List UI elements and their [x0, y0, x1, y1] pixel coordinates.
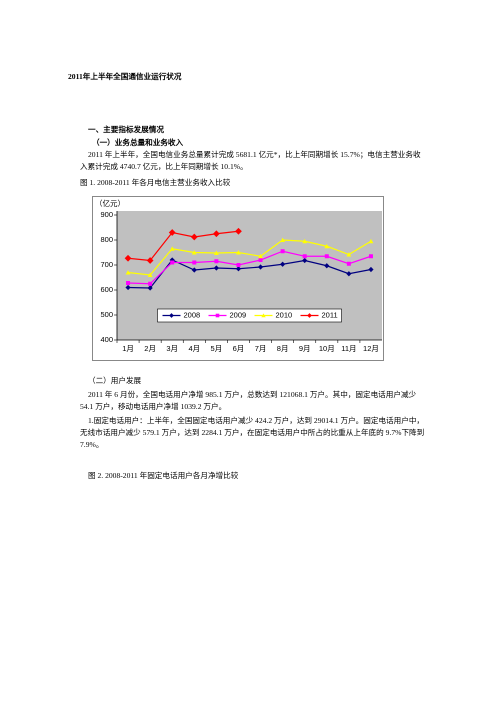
- data-point: [168, 229, 176, 236]
- data-point: [214, 259, 219, 264]
- figure-caption: 图 1. 2008-2011 年各月电信主营业务收入比较: [80, 178, 231, 187]
- data-point: [124, 254, 132, 262]
- x-tick-label: 1月: [122, 344, 134, 353]
- data-point: [190, 233, 198, 241]
- data-point: [302, 254, 307, 259]
- data-point: [346, 252, 352, 257]
- paragraph: 2011 年 6 月份，全国电话用户净增 985.1 万户，总数达到 12106…: [80, 390, 417, 411]
- legend-marker: [169, 313, 174, 318]
- x-tick-label: 6月: [233, 344, 245, 353]
- data-point: [125, 270, 131, 275]
- y-tick-label: 400: [100, 335, 113, 344]
- doc-title: 2011年上半年全国通信业运行状况: [68, 72, 182, 81]
- x-tick-label: 10月: [319, 344, 335, 353]
- series-line: [128, 259, 372, 289]
- data-point: [213, 250, 219, 255]
- data-point: [324, 243, 330, 249]
- x-tick-label: 11月: [341, 344, 356, 353]
- data-point: [368, 266, 374, 273]
- data-point: [280, 261, 286, 267]
- data-point: [302, 238, 308, 244]
- data-point: [147, 285, 153, 291]
- legend-marker: [215, 313, 220, 318]
- subheading: （一）业务总量和业务收入: [92, 138, 184, 147]
- legend: [157, 308, 342, 323]
- series-line: [127, 230, 239, 262]
- chart: （亿元） 400 500 600 700 800 900 1月 2月 3月 4月 5月 6月 7月 8月 9…: [92, 196, 384, 361]
- data-point: [280, 237, 286, 242]
- legend-label: 2009: [230, 310, 247, 319]
- series-line: [128, 250, 372, 285]
- data-point: [236, 263, 241, 267]
- data-point: [324, 263, 330, 269]
- data-point: [258, 258, 263, 262]
- data-point: [302, 257, 308, 264]
- data-point: [125, 284, 131, 291]
- legend-label: 2008: [184, 310, 201, 319]
- legend-marker: [261, 313, 266, 318]
- x-tick-label: 7月: [255, 344, 267, 353]
- data-point: [258, 253, 263, 259]
- paragraph: 1.固定电话用户：上半年，全国固定电话用户减少 424.2 万户，达到 2901…: [80, 416, 425, 449]
- legend-marker: [307, 313, 312, 318]
- data-point: [148, 281, 153, 286]
- legend-label: 2010: [276, 310, 293, 319]
- figure-caption: 图 2. 2008-2011 年固定电话用户各月净增比较: [88, 471, 239, 480]
- y-tick-label: 600: [100, 285, 113, 294]
- data-point: [368, 238, 374, 244]
- data-point: [146, 257, 154, 264]
- x-tick-label: 8月: [277, 344, 289, 353]
- data-point: [191, 267, 197, 273]
- y-tick-label: 500: [100, 310, 113, 319]
- data-point: [147, 272, 153, 277]
- heading: 一、主要指标发展情况: [88, 125, 164, 134]
- data-point: [170, 260, 175, 265]
- y-tick-label: 900: [100, 210, 113, 219]
- data-point: [280, 249, 285, 254]
- x-tick-label: 12月: [363, 344, 379, 353]
- x-tick-label: 9月: [299, 344, 311, 353]
- data-point: [324, 254, 329, 259]
- data-point: [235, 266, 242, 272]
- data-point: [236, 250, 241, 255]
- data-point: [346, 271, 352, 277]
- data-point: [126, 281, 131, 285]
- data-point: [212, 230, 220, 238]
- y-tick-label: 700: [100, 260, 113, 269]
- data-point: [169, 246, 175, 251]
- x-tick-label: 4月: [188, 344, 200, 353]
- subheading: （二）用户发展: [88, 376, 142, 385]
- x-tick-label: 2月: [144, 344, 156, 353]
- series-line: [127, 239, 372, 276]
- y-axis-label: （亿元）: [95, 198, 125, 208]
- legend-label: 2011: [322, 310, 338, 319]
- data-point: [235, 227, 242, 235]
- data-point: [192, 260, 197, 265]
- y-tick-label: 800: [100, 235, 113, 244]
- data-point: [346, 261, 351, 266]
- data-point: [257, 264, 264, 270]
- x-tick-label: 3月: [166, 344, 178, 353]
- x-tick-label: 5月: [211, 344, 223, 353]
- data-point: [213, 265, 219, 271]
- data-point: [191, 250, 197, 255]
- data-point: [368, 254, 373, 259]
- paragraph: 2011 年上半年，全国电信业务总量累计完成 5681.1 亿元*，比上年同期增…: [80, 150, 421, 171]
